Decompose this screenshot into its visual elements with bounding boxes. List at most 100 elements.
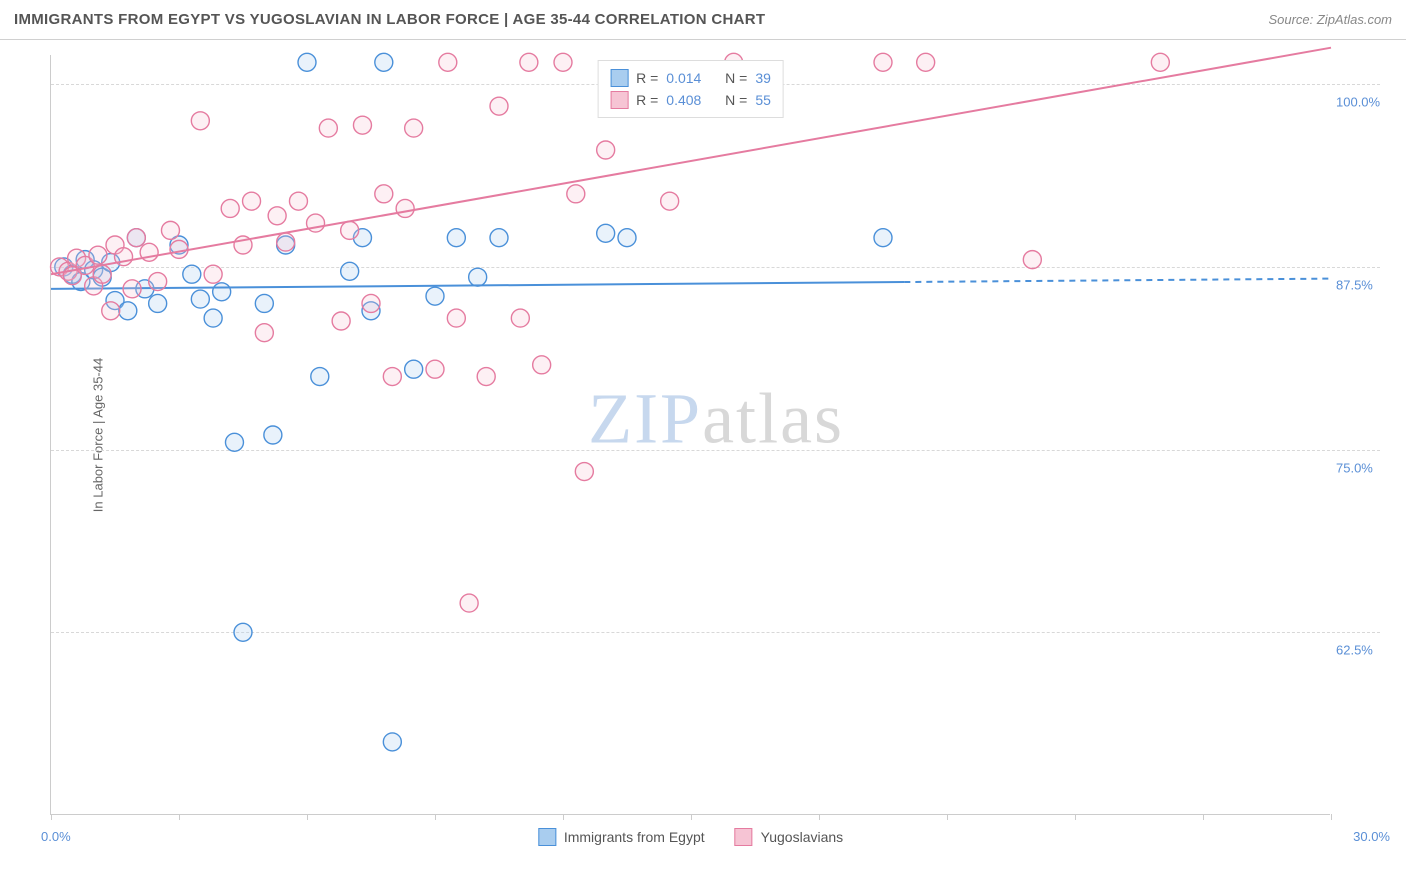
x-tick (1203, 814, 1204, 820)
data-point (375, 53, 393, 71)
legend-item-series-0: Immigrants from Egypt (538, 828, 705, 846)
legend-r-label: R = (636, 67, 658, 89)
x-tick (179, 814, 180, 820)
data-point (204, 265, 222, 283)
data-point (93, 265, 111, 283)
x-tick (819, 814, 820, 820)
data-point (89, 246, 107, 264)
legend-swatch-series-0 (610, 69, 628, 87)
data-point (255, 324, 273, 342)
data-point (289, 192, 307, 210)
y-tick-label: 100.0% (1336, 95, 1386, 110)
data-point (405, 119, 423, 137)
x-tick (563, 814, 564, 820)
data-point (149, 273, 167, 291)
data-point (520, 53, 538, 71)
data-point (439, 53, 457, 71)
regression-line-extrapolated (904, 279, 1331, 282)
x-tick (435, 814, 436, 820)
x-tick (1075, 814, 1076, 820)
x-tick (307, 814, 308, 820)
data-point (447, 229, 465, 247)
y-tick-label: 87.5% (1336, 277, 1386, 292)
x-tick (947, 814, 948, 820)
data-point (319, 119, 337, 137)
data-point (383, 733, 401, 751)
title-bar: IMMIGRANTS FROM EGYPT VS YUGOSLAVIAN IN … (0, 0, 1406, 40)
legend-n-label: N = (725, 89, 747, 111)
data-point (127, 229, 145, 247)
data-point (102, 302, 120, 320)
data-point (264, 426, 282, 444)
data-point (597, 141, 615, 159)
data-point (255, 294, 273, 312)
data-point (375, 185, 393, 203)
data-point (213, 283, 231, 301)
data-point (1023, 251, 1041, 269)
data-point (469, 268, 487, 286)
data-point (874, 229, 892, 247)
data-point (874, 53, 892, 71)
data-point (191, 290, 209, 308)
legend-swatch-series-1-icon (735, 828, 753, 846)
data-point (311, 368, 329, 386)
data-point (575, 463, 593, 481)
data-point (618, 229, 636, 247)
data-point (426, 287, 444, 305)
data-point (161, 221, 179, 239)
data-point (149, 294, 167, 312)
data-point (353, 116, 371, 134)
legend-r-value-0: 0.014 (666, 67, 701, 89)
source-label: Source: ZipAtlas.com (1268, 12, 1392, 27)
legend-swatch-series-0-icon (538, 828, 556, 846)
legend-label-series-1: Yugoslavians (761, 829, 844, 845)
data-point (917, 53, 935, 71)
legend-swatch-series-1 (610, 91, 628, 109)
data-point (567, 185, 585, 203)
series-legend: Immigrants from Egypt Yugoslavians (538, 828, 843, 846)
data-point (405, 360, 423, 378)
legend-row-series-1: R = 0.408 N = 55 (610, 89, 771, 111)
data-point (1151, 53, 1169, 71)
data-point (170, 240, 188, 258)
data-point (204, 309, 222, 327)
x-tick (51, 814, 52, 820)
data-point (183, 265, 201, 283)
data-point (533, 356, 551, 374)
x-tick (691, 814, 692, 820)
data-point (460, 594, 478, 612)
data-point (490, 97, 508, 115)
data-point (332, 312, 350, 330)
data-point (277, 233, 295, 251)
scatter-svg (51, 55, 1330, 814)
data-point (341, 221, 359, 239)
data-point (191, 112, 209, 130)
legend-n-value-1: 55 (755, 89, 771, 111)
legend-n-label: N = (725, 67, 747, 89)
x-axis-max-label: 30.0% (1353, 829, 1390, 844)
data-point (243, 192, 261, 210)
data-point (661, 192, 679, 210)
data-point (597, 224, 615, 242)
legend-n-value-0: 39 (755, 67, 771, 89)
data-point (362, 294, 380, 312)
data-point (123, 280, 141, 298)
data-point (447, 309, 465, 327)
data-point (225, 433, 243, 451)
data-point (477, 368, 495, 386)
legend-item-series-1: Yugoslavians (735, 828, 844, 846)
data-point (221, 199, 239, 217)
y-tick-label: 75.0% (1336, 460, 1386, 475)
data-point (383, 368, 401, 386)
data-point (268, 207, 286, 225)
x-tick (1331, 814, 1332, 820)
correlation-legend: R = 0.014 N = 39 R = 0.408 N = 55 (597, 60, 784, 118)
data-point (490, 229, 508, 247)
x-axis-min-label: 0.0% (41, 829, 71, 844)
y-tick-label: 62.5% (1336, 643, 1386, 658)
data-point (554, 53, 572, 71)
data-point (396, 199, 414, 217)
legend-row-series-0: R = 0.014 N = 39 (610, 67, 771, 89)
chart-title: IMMIGRANTS FROM EGYPT VS YUGOSLAVIAN IN … (14, 11, 765, 28)
data-point (511, 309, 529, 327)
